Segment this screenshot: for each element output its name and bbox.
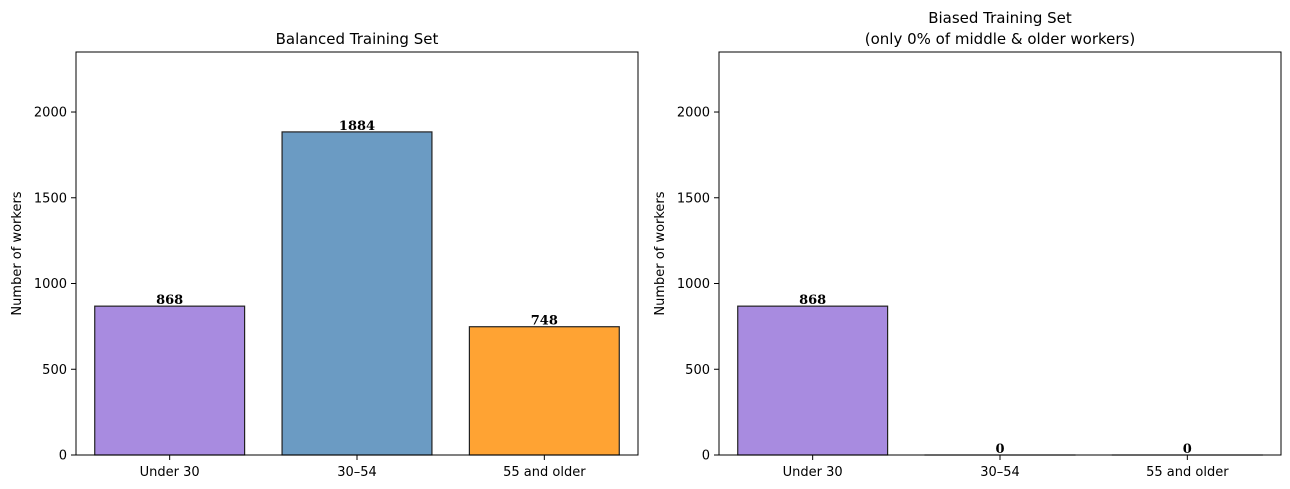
value-label-1-3: 748 [531,314,558,329]
chart-title-2: Biased Training Set [928,9,1072,27]
ytick-label-2-1: 0 [702,449,710,464]
ytick-label-1-4: 1500 [34,191,67,206]
y-axis-label-2: Number of workers [653,191,668,315]
xtick-label-1-2: 30–54 [337,465,377,480]
xtick-label-2-2: 30–54 [980,465,1020,480]
bar-1-1 [94,305,246,456]
chart-title-1: Balanced Training Set [276,30,439,48]
chart-panel-1: 868 1884 748 0 500 1000 1500 2000 Under 30 30–54 5… [10,30,639,480]
ytick-label-2-3: 1000 [677,277,710,292]
value-label-2-1: 868 [799,293,826,308]
value-label-1-1: 868 [156,293,183,308]
value-label-1-2: 1884 [339,119,375,134]
ytick-label-1-3: 1000 [34,277,67,292]
xtick-label-2-1: Under 30 [783,465,843,480]
xtick-label-1-1: Under 30 [140,465,200,480]
bar-2-1 [737,305,889,456]
bar-1-3 [468,326,620,456]
ytick-label-1-1: 0 [59,449,67,464]
value-label-2-2: 0 [995,442,1004,457]
y-axis-label-1: Number of workers [10,191,25,315]
bar-1-2 [281,131,433,456]
xtick-label-1-3: 55 and older [503,465,586,480]
ytick-label-2-4: 1500 [677,191,710,206]
ytick-label-2-2: 500 [685,363,710,378]
ytick-label-1-2: 500 [42,363,67,378]
xtick-label-2-3: 55 and older [1146,465,1229,480]
chart-panel-2: 868 0 0 0 500 1000 1500 2000 Under 30 30–54 55 and… [653,9,1282,480]
ytick-label-2-5: 2000 [677,106,710,121]
chart-subtitle-2: (only 0% of middle & older workers) [865,30,1135,48]
ytick-label-1-5: 2000 [34,106,67,121]
value-label-2-3: 0 [1183,442,1192,457]
